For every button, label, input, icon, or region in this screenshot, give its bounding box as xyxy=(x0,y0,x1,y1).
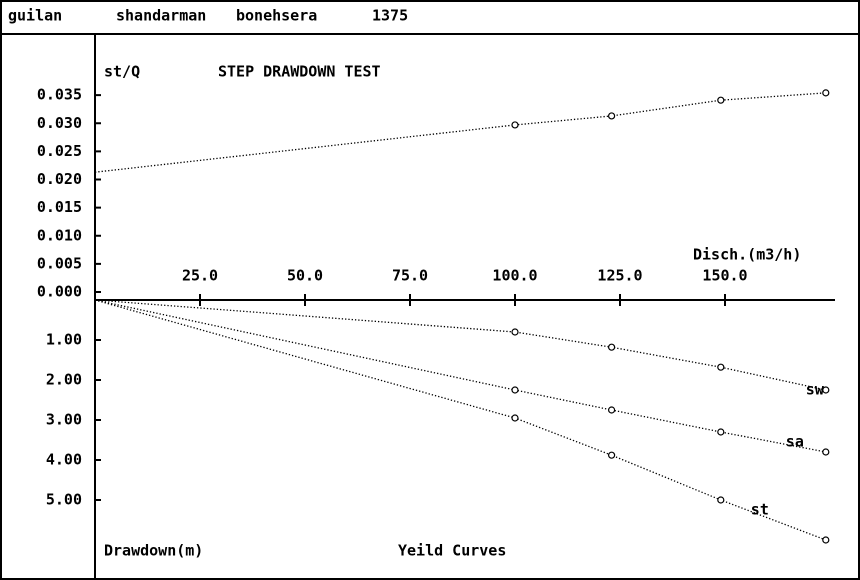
data-point xyxy=(607,112,616,120)
data-point xyxy=(717,363,725,371)
x-tick-label: 50.0 xyxy=(287,267,323,285)
x-axis-label: Disch.(m3/h) xyxy=(693,246,801,264)
y-tick-label: 0.005 xyxy=(37,254,82,272)
data-point xyxy=(511,328,519,336)
y-tick-label: 0.015 xyxy=(37,198,82,216)
y-tick-label: 0.030 xyxy=(37,114,82,132)
series-label: st xyxy=(751,501,769,519)
header-well: bonehsera xyxy=(236,7,317,25)
data-point xyxy=(607,406,616,414)
series-label: sa xyxy=(786,433,804,451)
x-tick-label: 150.0 xyxy=(702,267,747,285)
chart-title: Yeild Curves xyxy=(398,542,506,560)
data-point xyxy=(822,536,830,544)
data-point xyxy=(717,96,725,104)
x-tick-label: 125.0 xyxy=(597,267,642,285)
y-tick-label: 0.025 xyxy=(37,142,82,160)
data-point xyxy=(607,451,616,459)
curve xyxy=(94,92,826,173)
y-tick-label: 0.010 xyxy=(37,226,82,244)
chart-title: STEP DRAWDOWN TEST xyxy=(218,63,381,81)
x-tick-label: 75.0 xyxy=(392,267,428,285)
data-point xyxy=(511,414,519,422)
data-point xyxy=(607,343,616,351)
data-point xyxy=(822,89,830,97)
y-tick-label: 3.00 xyxy=(46,411,82,429)
data-point xyxy=(511,386,519,394)
curve xyxy=(94,299,827,541)
x-tick-label: 25.0 xyxy=(182,267,218,285)
y-tick-label: 2.00 xyxy=(46,371,82,389)
data-point xyxy=(717,428,725,436)
y-tick-label: 0.000 xyxy=(37,283,82,301)
y-tick-label: 4.00 xyxy=(46,451,82,469)
x-tick-label: 100.0 xyxy=(492,267,537,285)
data-point xyxy=(822,448,830,456)
y-tick-label: 1.00 xyxy=(46,331,82,349)
y-tick-label: 0.035 xyxy=(37,86,82,104)
data-point xyxy=(717,496,725,504)
header-year: 1375 xyxy=(372,7,408,25)
data-point xyxy=(822,386,830,394)
y-axis-label: Drawdown(m) xyxy=(104,542,203,560)
y-axis-label: st/Q xyxy=(104,63,140,81)
header-place: shandarman xyxy=(116,7,206,25)
y-tick-label: 0.020 xyxy=(37,170,82,188)
data-point xyxy=(511,121,519,129)
series-label: sw xyxy=(806,381,825,399)
header-region: guilan xyxy=(8,7,62,25)
y-tick-label: 5.00 xyxy=(46,491,82,509)
